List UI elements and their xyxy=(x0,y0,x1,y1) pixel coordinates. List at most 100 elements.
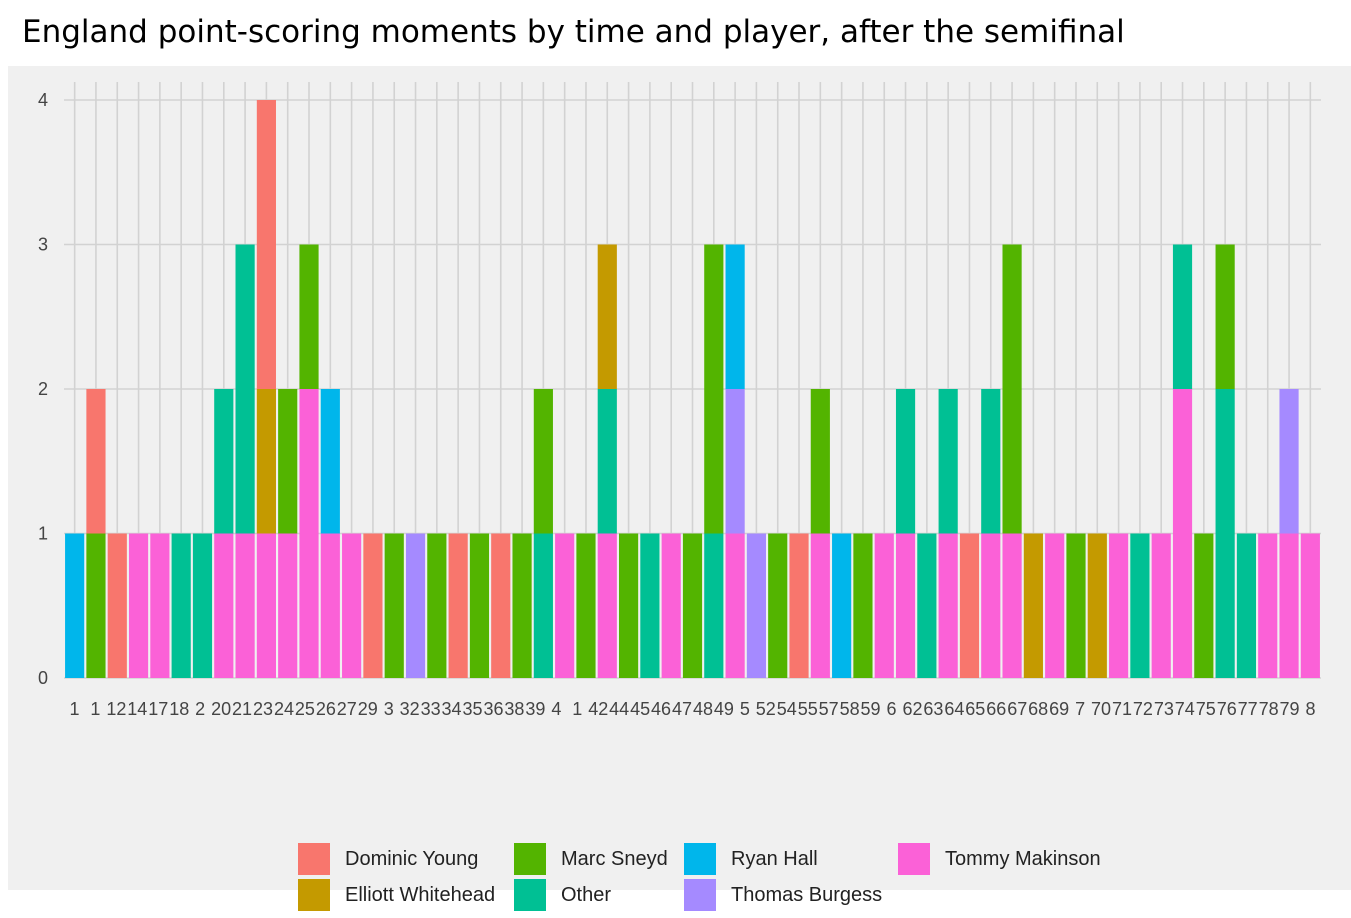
x-tick-label: 38 xyxy=(504,699,524,719)
bar-segment-ryan-hall xyxy=(832,533,852,678)
bar-segment-tommy-makinson xyxy=(1045,533,1065,678)
x-tick-label: 7 xyxy=(1075,699,1085,719)
x-tick-label: 5 xyxy=(740,699,750,719)
bar-segment-tommy-makinson xyxy=(1109,533,1129,678)
x-tick-label: 42 xyxy=(588,699,608,719)
x-tick-label: 17 xyxy=(148,699,168,719)
bar-segment-thomas-burgess xyxy=(746,533,767,678)
bar-segment-marc-sneyd xyxy=(469,533,490,678)
x-tick-label: 67 xyxy=(1007,699,1027,719)
x-tick-label: 55 xyxy=(798,699,818,719)
bar-segment-marc-sneyd xyxy=(682,533,703,678)
bar-segment-other xyxy=(171,533,191,678)
x-tick-label: 62 xyxy=(902,699,922,719)
x-tick-label: 76 xyxy=(1217,699,1237,719)
legend-item-dominic-young: Dominic Young xyxy=(298,842,478,876)
x-tick-label: 75 xyxy=(1196,699,1216,719)
x-tick-label: 59 xyxy=(861,699,881,719)
x-tick-label: 65 xyxy=(965,699,985,719)
x-tick-label: 23 xyxy=(253,699,273,719)
bar-segment-marc-sneyd xyxy=(1066,533,1086,678)
legend-item-marc-sneyd: Marc Sneyd xyxy=(514,842,668,876)
legend-swatch-thomas-burgess xyxy=(684,879,716,911)
bar-segment-tommy-makinson xyxy=(661,533,681,678)
y-tick-label: 3 xyxy=(38,235,48,255)
bar-segment-tommy-makinson xyxy=(150,533,170,678)
bar-segment-other xyxy=(214,389,234,534)
x-tick-label: 3 xyxy=(384,699,394,719)
x-tick-label: 74 xyxy=(1175,699,1195,719)
legend-swatch-tommy-makinson xyxy=(898,843,930,875)
bar-segment-tommy-makinson xyxy=(810,533,830,678)
bar-segment-other xyxy=(895,389,916,534)
bar-segment-elliott-whitehead xyxy=(1087,533,1107,678)
y-tick-label: 2 xyxy=(38,379,48,399)
x-tick-label: 12 xyxy=(106,699,126,719)
bar-segment-other xyxy=(640,533,660,678)
x-tick-label: 73 xyxy=(1154,699,1174,719)
bar-segment-marc-sneyd xyxy=(853,533,873,678)
legend-label: Thomas Burgess xyxy=(731,883,883,906)
plot-panel: 0 1 2 3 4 1 1 12 14 17 18 2 20 21 23 24 25 26 27 29 3 32 33 34 3… xyxy=(8,66,1351,911)
legend-swatch-other xyxy=(514,879,546,911)
bars xyxy=(65,100,1320,678)
bar-segment-other xyxy=(235,244,255,534)
x-tick-label: 68 xyxy=(1028,699,1048,719)
legend-label: Ryan Hall xyxy=(731,847,818,870)
bar-segment-dominic-young xyxy=(789,533,809,678)
bar-segment-dominic-young xyxy=(363,533,383,678)
x-tick-label: 34 xyxy=(442,699,462,719)
y-tick-label: 0 xyxy=(38,668,48,688)
x-tick-label: 47 xyxy=(672,699,692,719)
bar-segment-tommy-makinson xyxy=(299,389,319,678)
x-tick-label: 48 xyxy=(693,699,713,719)
x-tick-label: 58 xyxy=(840,699,860,719)
bar-segment-tommy-makinson xyxy=(214,533,234,678)
y-tick-label: 4 xyxy=(38,90,48,110)
x-tick-label: 64 xyxy=(944,699,964,719)
x-tick-label: 14 xyxy=(127,699,147,719)
chart-title: England point-scoring moments by time an… xyxy=(22,14,1125,50)
bar-segment-tommy-makinson xyxy=(895,533,916,678)
bar-segment-other xyxy=(533,533,553,678)
bar-segment-marc-sneyd xyxy=(278,389,298,534)
legend-label: Other xyxy=(561,883,612,906)
bar-segment-other xyxy=(1130,533,1150,678)
x-tick-label: 57 xyxy=(819,699,839,719)
bar-segment-marc-sneyd xyxy=(427,533,447,678)
x-tick-label: 66 xyxy=(986,699,1006,719)
x-tick-label: 77 xyxy=(1238,699,1258,719)
legend-swatch-elliott-whitehead xyxy=(298,879,330,911)
bar-segment-tommy-makinson xyxy=(1151,533,1171,678)
x-tick-label: 69 xyxy=(1049,699,1069,719)
x-tick-label: 6 xyxy=(887,699,897,719)
bar-segment-marc-sneyd xyxy=(299,244,319,389)
x-tick-label: 2 xyxy=(195,699,205,719)
bar-segment-tommy-makinson xyxy=(1279,533,1299,678)
legend-swatch-marc-sneyd xyxy=(514,843,546,875)
bar-segment-marc-sneyd xyxy=(768,533,788,678)
bar-segment-thomas-burgess xyxy=(725,389,745,534)
x-tick-label: 1 xyxy=(90,699,100,719)
bar-segment-elliott-whitehead xyxy=(256,389,276,534)
bar-segment-dominic-young xyxy=(256,100,276,389)
bar-segment-other xyxy=(938,389,958,534)
x-tick-label: 26 xyxy=(316,699,336,719)
bar-segment-tommy-makinson xyxy=(555,533,575,678)
bar-segment-tommy-makinson xyxy=(725,533,745,678)
x-tick-label: 1 xyxy=(69,699,79,719)
legend-item-elliott-whitehead: Elliott Whitehead xyxy=(298,878,495,912)
legend-label: Dominic Young xyxy=(345,847,479,870)
x-tick-label: 79 xyxy=(1280,699,1300,719)
bar-segment-marc-sneyd xyxy=(533,389,553,534)
bar-segment-ryan-hall xyxy=(320,389,340,534)
bar-segment-other xyxy=(597,389,617,534)
bar-segment-dominic-young xyxy=(448,533,468,678)
x-tick-label: 39 xyxy=(525,699,545,719)
x-tick-label: 4 xyxy=(551,699,561,719)
bar-segment-tommy-makinson xyxy=(320,533,340,678)
bar-segment-tommy-makinson xyxy=(1258,533,1278,678)
bar-segment-tommy-makinson xyxy=(981,533,1001,678)
